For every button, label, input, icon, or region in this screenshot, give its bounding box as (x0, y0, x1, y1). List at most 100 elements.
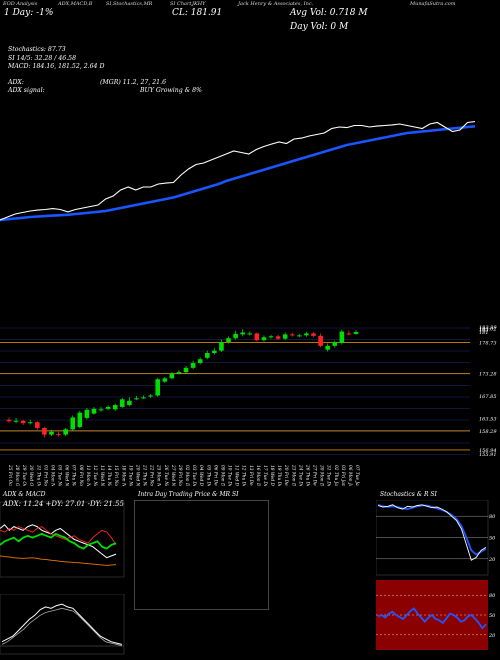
date-tick-label: 11 Mon Nov (85, 465, 90, 486)
price-line (0, 121, 476, 221)
candle-body (63, 429, 68, 435)
stoch-tick-label: 80 (489, 514, 496, 520)
price-tick-label: 155.91 (479, 452, 497, 458)
date-tick-label: 07 Thu Nov (71, 465, 76, 486)
adx-chart (0, 501, 125, 578)
candle-body (254, 333, 260, 341)
date-tick-label: 19 Tue Nov (127, 465, 132, 486)
date-tick-label: 11 Wed Dec (234, 465, 239, 486)
header-company: Jack Henry & Associates, Inc. (238, 1, 314, 7)
candle-body (268, 336, 274, 338)
candle-body (247, 333, 253, 335)
header-text-4: SI Chart (170, 1, 192, 7)
candle-body (261, 337, 267, 341)
rsi-line (377, 607, 487, 630)
candle-body (183, 367, 189, 373)
date-axis: 25 Fri Oct 28 Mon Oct 29 Tue Oct 30 Wed Oct… (7, 464, 359, 486)
candle-body (127, 400, 132, 406)
candle-body (219, 342, 224, 351)
date-tick-label: 30 Wed Oct (28, 465, 33, 486)
candle-body (289, 334, 295, 336)
candle-body (35, 422, 40, 428)
adx-signal-label: ADX signal: (8, 87, 45, 94)
adx-annotation: ADX: 11.24 +DY: 27.01 -DY: 21.55 (3, 500, 124, 508)
minus-di-line (0, 526, 117, 546)
date-tick-label: 31 Thu Oct (35, 465, 40, 486)
date-tick-label: 19 Thu Dec (276, 465, 281, 486)
candle-body (226, 338, 231, 343)
candle-body (148, 395, 153, 397)
intraday-panel-title: Intra Day Trading Price & MR SI (138, 491, 239, 498)
date-tick-label: 02 Thu Jan (333, 465, 338, 486)
date-tick-label: 27 Fri Dec (312, 464, 317, 486)
date-tick-label: 04 Wed Dec (198, 465, 203, 486)
date-tick-label: 20 Fri Dec (283, 464, 288, 486)
chart-header: EOD Analysis ADX,MACD,B SI,Stochastics,M… (0, 0, 500, 32)
header-text-3: SI,Stochastics,MR (106, 1, 153, 7)
candle-body (332, 342, 338, 346)
candle-body (297, 335, 302, 337)
candle-body (105, 406, 111, 409)
macd-chart (0, 594, 125, 655)
date-tick-label: 13 Wed Nov (99, 465, 104, 486)
date-tick-label: 12 Tue Nov (92, 465, 97, 486)
price-tick-label: 181 (479, 330, 489, 336)
stochastics-rsi-panel: Stochastics & R SI 80 50 20 80 50 20 (376, 490, 500, 660)
candle-body (339, 331, 345, 343)
candle-body (162, 378, 168, 382)
rsi-tick-label: 50 (489, 613, 496, 619)
stoch-panel-title: Stochastics & R SI (380, 491, 437, 498)
price-tick-label: 183.02 (479, 327, 497, 333)
stoch-tick-label: 50 (489, 536, 496, 542)
candle-body (6, 419, 12, 422)
candle-body (84, 409, 90, 418)
date-tick-label: 29 Fri Nov (177, 464, 182, 486)
price-tick-label: 158.29 (479, 429, 497, 435)
candle-body (134, 398, 139, 400)
date-tick-label: 26 Tue Nov (163, 464, 168, 486)
date-tick-label: 07 Tue Jan (354, 465, 359, 486)
date-tick-label: 28 Mon Oct (14, 464, 19, 486)
date-tick-label: 02 Mon Dec (184, 465, 189, 486)
adx-frame (0, 501, 125, 578)
date-tick-label: 03 Tue Dec (191, 465, 196, 486)
date-tick-label: 01 Fri Nov (42, 465, 47, 486)
date-tick-label: 04 Mon Nov (49, 465, 54, 486)
price-tick-label: 183.89 (479, 325, 497, 331)
candle-body (275, 336, 281, 339)
date-tick-label: 25 Fri Oct (7, 464, 12, 486)
date-tick-label: 18 Wed Dec (269, 465, 274, 486)
candle-body (233, 333, 238, 339)
candle-body (42, 427, 47, 435)
date-tick-label: 16 Mon Dec (255, 465, 260, 486)
candle-body (91, 408, 97, 414)
header-symbol: JKHY (192, 1, 206, 7)
price-ema-chart (0, 121, 476, 222)
price-tick-label: 178.73 (479, 341, 497, 347)
date-tick-label: 20 Wed Nov (134, 464, 139, 486)
candle-body (325, 345, 330, 350)
rsi-tick-label: 20 (488, 633, 496, 639)
price-tick-label: 173.28 (479, 372, 497, 378)
rsi-tick-label: 80 (489, 593, 496, 599)
candle-body (176, 372, 182, 374)
candle-body (282, 334, 288, 339)
date-tick-label: 13 Fri Dec (248, 465, 253, 486)
candle-body (77, 412, 83, 427)
adx-label: ADX: (8, 79, 24, 86)
adx-macd-panel: ADX & MACD ADX: 11.24 +DY: 27.01 -DY: 21… (0, 490, 125, 660)
date-tick-label: 06 Wed Nov (64, 465, 69, 486)
macd-aux-line (0, 524, 117, 559)
header-text-2: ADX,MACD,B (58, 1, 93, 7)
candle-body (346, 333, 352, 335)
macd-frame (0, 594, 125, 655)
candle-body (155, 379, 161, 396)
candle-body (13, 420, 19, 422)
date-tick-label: 15 Fri Nov (113, 465, 118, 486)
stoch-k-line (377, 504, 487, 561)
close-label: CL: 181.91 (172, 8, 223, 18)
candle-body (204, 353, 210, 358)
plus-di-line (0, 532, 117, 550)
candle-body (353, 332, 359, 334)
date-tick-label: 27 Wed Nov (170, 464, 175, 486)
